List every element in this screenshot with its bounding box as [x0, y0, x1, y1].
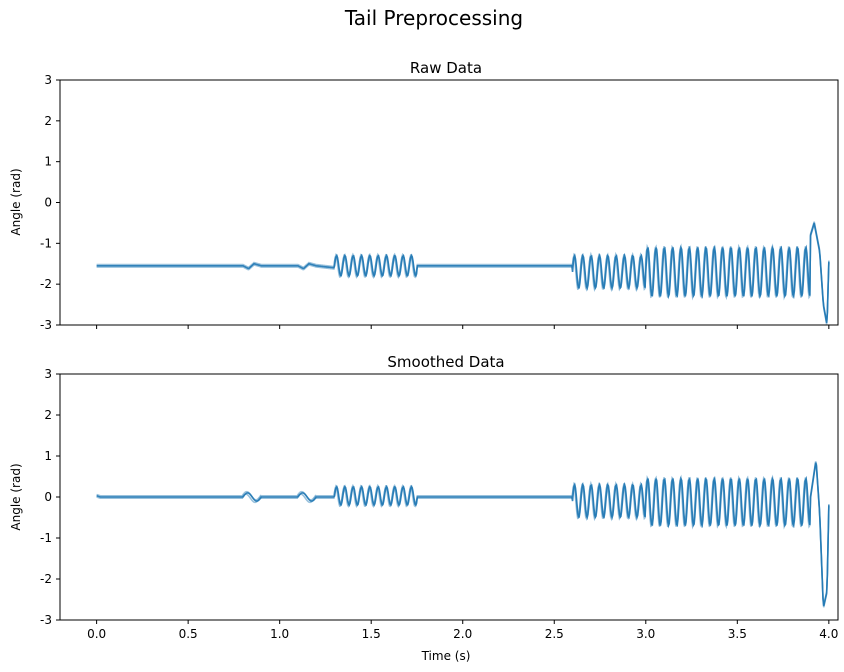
figure-title: Tail Preprocessing: [344, 6, 523, 30]
raw-ytick-label: -3: [40, 318, 52, 332]
raw-trace-line: [96, 223, 830, 325]
smoothed-xtick-label: 2.0: [453, 627, 472, 641]
smoothed-ytick-label: 3: [44, 367, 52, 381]
subplot-raw-lines: [96, 221, 830, 325]
raw-ytick-label: -1: [40, 236, 52, 250]
subplot-smoothed-ylabel: Angle (rad): [9, 463, 23, 530]
smoothed-ytick-label: -1: [40, 531, 52, 545]
subplot-smoothed-yticks: -3 -2 -1 0 1 2 3: [40, 367, 60, 627]
raw-trace-line: [96, 221, 830, 322]
smoothed-xtick-label: 3.5: [728, 627, 747, 641]
smoothed-ytick-label: 1: [44, 449, 52, 463]
smoothed-ytick-label: 2: [44, 408, 52, 422]
smoothed-xtick-label: 1.0: [270, 627, 289, 641]
subplot-raw-ylabel: Angle (rad): [9, 168, 23, 235]
subplot-smoothed-lines: [96, 461, 830, 608]
subplot-raw: Raw Data Angle (rad) -3 -2 -1 0 1 2 3: [9, 59, 839, 332]
subplot-smoothed-xticks: 0.0 0.5 1.0 1.5 2.0 2.5 3.0 3.5 4.0: [87, 620, 838, 641]
raw-ytick-label: 1: [44, 155, 52, 169]
raw-trace-line: [96, 222, 830, 324]
smoothed-xtick-label: 0.5: [179, 627, 198, 641]
raw-ytick-label: 2: [44, 114, 52, 128]
smoothed-ytick-label: -2: [40, 572, 52, 586]
smoothed-trace-line: [96, 463, 830, 608]
smoothed-xtick-label: 4.0: [819, 627, 838, 641]
raw-ytick-label: 3: [44, 73, 52, 87]
subplot-raw-frame: [59, 79, 839, 326]
smoothed-xtick-label: 1.5: [362, 627, 381, 641]
smoothed-ytick-label: -3: [40, 613, 52, 627]
raw-ytick-label: 0: [44, 196, 52, 210]
subplot-smoothed-frame: [59, 373, 839, 621]
subplot-smoothed-title: Smoothed Data: [387, 353, 504, 371]
subplot-raw-xticks: [96, 325, 830, 329]
raw-ytick-label: -2: [40, 277, 52, 291]
subplot-raw-yticks: -3 -2 -1 0 1 2 3: [40, 73, 60, 332]
smoothed-trace-line: [96, 462, 830, 607]
smoothed-trace-line: [96, 461, 830, 606]
smoothed-xtick-label: 2.5: [545, 627, 564, 641]
smoothed-xtick-label: 3.0: [636, 627, 655, 641]
smoothed-xtick-label: 0.0: [87, 627, 106, 641]
subplot-raw-title: Raw Data: [410, 59, 482, 77]
smoothed-ytick-label: 0: [44, 490, 52, 504]
subplot-smoothed-xlabel: Time (s): [421, 649, 471, 663]
subplot-smoothed: Smoothed Data Angle (rad) -3 -2 -1 0 1 2 3 0.0…: [9, 353, 839, 663]
